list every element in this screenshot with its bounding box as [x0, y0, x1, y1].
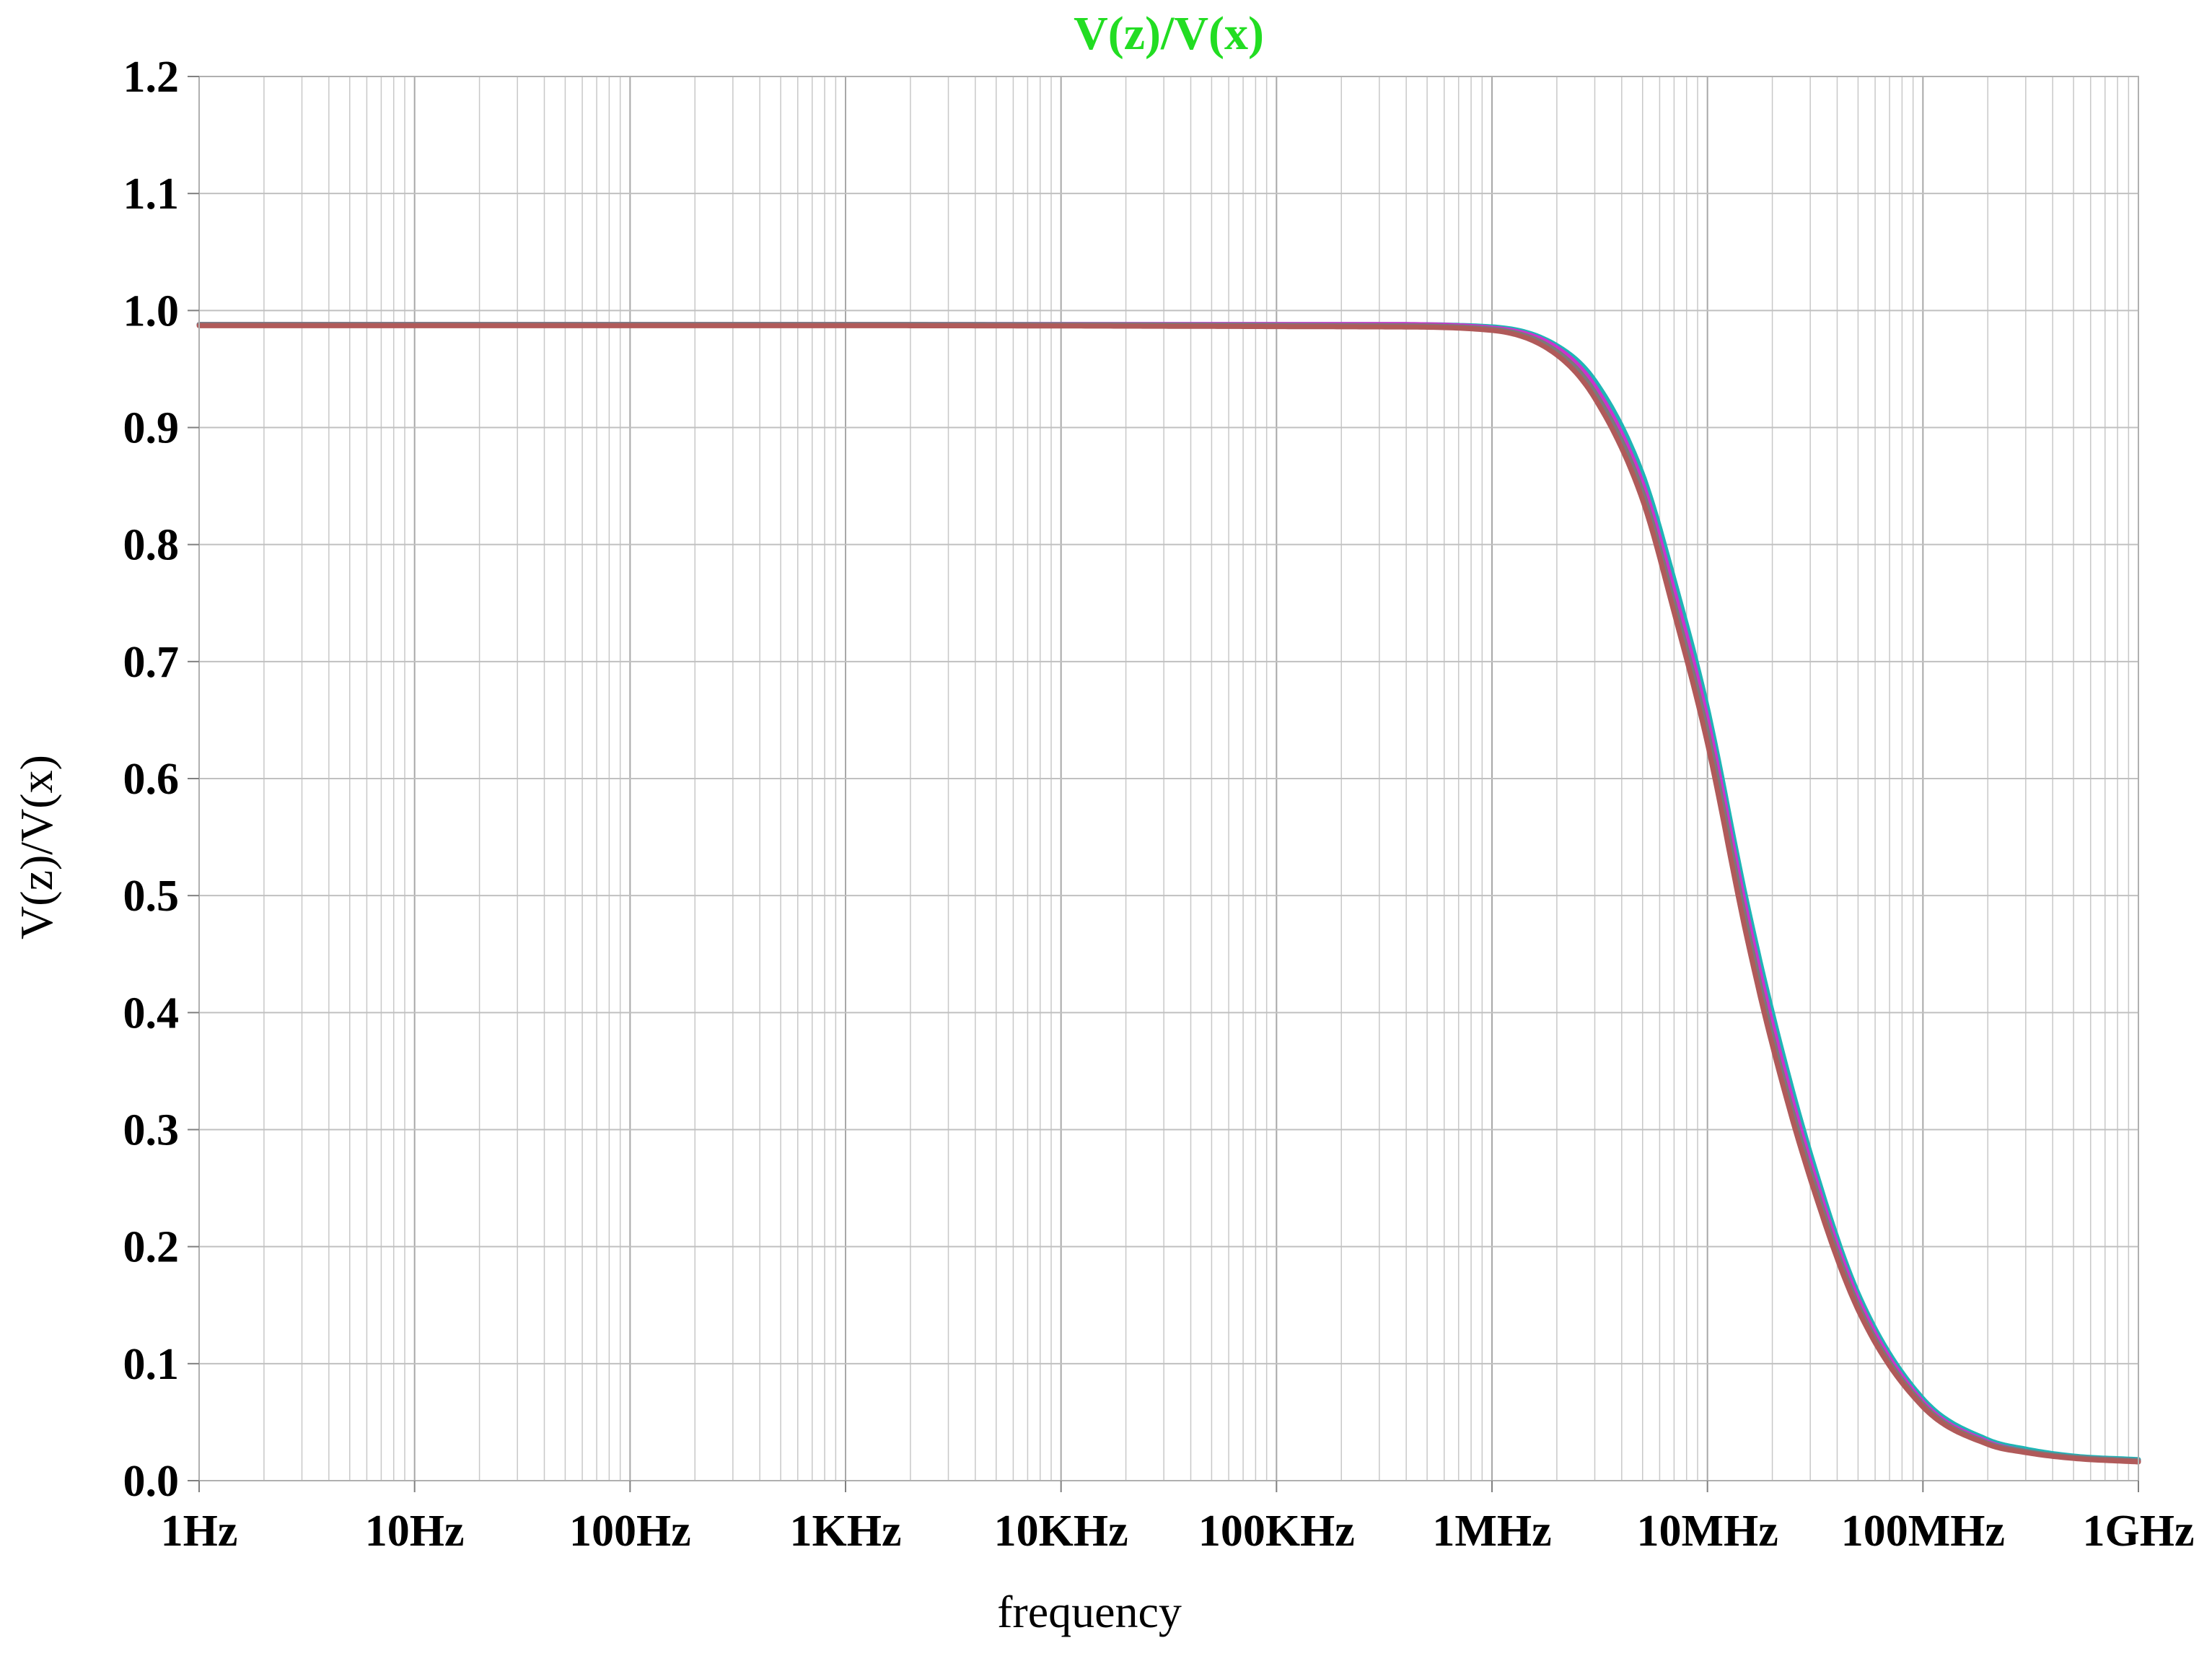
y-axis-label: V(z)/V(x) — [11, 755, 62, 939]
x-tick-label: 10KHz — [994, 1507, 1128, 1556]
x-tick-label: 100Hz — [569, 1507, 691, 1556]
y-tick-label: 0.7 — [123, 638, 180, 687]
x-tick-label: 10MHz — [1637, 1507, 1778, 1556]
y-tick-label: 0.8 — [123, 521, 180, 570]
x-tick-label: 1Hz — [161, 1507, 238, 1556]
series-group — [196, 322, 2141, 1465]
x-axis-label: frequency — [997, 1586, 1182, 1637]
y-tick-label: 0.3 — [123, 1106, 180, 1155]
y-tick-label: 0.4 — [123, 989, 180, 1038]
x-tick-label: 1KHz — [790, 1507, 902, 1556]
chart-title: V(z)/V(x) — [1074, 7, 1264, 60]
grid — [198, 76, 2138, 1481]
y-tick-label: 1.0 — [123, 286, 180, 336]
x-tick-label: 100MHz — [1841, 1507, 2005, 1556]
x-axis-ticks: 1Hz 10Hz 100Hz 1KHz 10KHz 100KHz 1MHz 10MHz 100M… — [161, 1481, 2195, 1556]
y-tick-label: 0.1 — [123, 1340, 180, 1389]
y-tick-label: 0.2 — [123, 1223, 180, 1272]
y-tick-label: 1.1 — [123, 170, 180, 219]
y-tick-label: 0.6 — [123, 755, 180, 804]
x-tick-label: 10Hz — [365, 1507, 465, 1556]
y-tick-label: 0.0 — [123, 1457, 180, 1506]
x-tick-label: 1GHz — [2083, 1507, 2195, 1556]
y-tick-label: 0.9 — [123, 404, 180, 453]
x-tick-label: 1MHz — [1432, 1507, 1551, 1556]
y-tick-label: 1.2 — [123, 53, 180, 102]
y-axis-ticks: 0.0 0.1 0.2 0.3 0.4 0.5 0.6 0.7 0.8 0.9 1.0 1.1 1.2 — [123, 53, 199, 1506]
y-tick-label: 0.5 — [123, 872, 180, 921]
series-line-4 — [196, 323, 2141, 1465]
x-tick-label: 100KHz — [1198, 1507, 1355, 1556]
